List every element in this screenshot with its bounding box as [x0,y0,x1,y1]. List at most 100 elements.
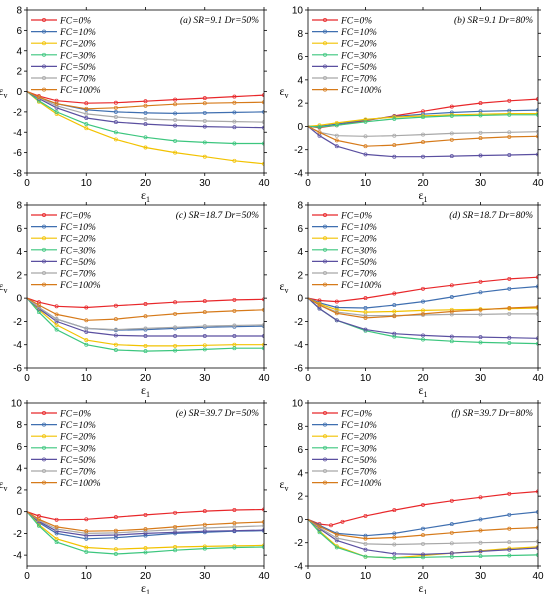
data-point [449,551,454,556]
x-axis-title: ε1 [418,581,427,594]
data-point [143,527,148,532]
data-point [143,349,148,354]
data-point [536,525,538,530]
y-tick-label: 6 [297,224,303,235]
data-point [173,334,178,338]
data-point [84,338,89,343]
series-line-fc-20- [308,518,538,559]
data-point [36,305,41,310]
y-tick-label: 2 [16,485,22,496]
data-point [478,307,483,312]
data-point [173,527,178,532]
data-point [54,312,59,317]
legend-label: FC=20% [59,40,96,50]
x-tick-label: 30 [199,571,211,582]
data-point [421,502,425,507]
y-tick-label: 6 [297,445,303,456]
series-line-fc-20- [27,91,264,165]
legend-label: FC=0% [340,212,372,222]
data-point [507,306,512,310]
data-point [392,535,397,540]
data-point [334,299,339,304]
data-point [449,137,454,142]
y-tick-label: -4 [294,562,303,573]
data-point [173,524,178,529]
data-point [421,337,425,342]
x-tick-label: 0 [305,373,311,384]
data-point [113,109,118,114]
legend-label: FC=30% [59,51,96,61]
y-tick-label: 10 [11,399,23,410]
series-line-fc-20- [308,112,538,127]
legend-label: FC=20% [59,433,96,443]
data-point [536,97,538,102]
legend-label: FC=20% [340,235,377,245]
data-point [392,309,397,314]
data-point [536,111,538,116]
data-point [317,125,322,129]
panel-title: (d) SR=18.7 Dr=80% [449,210,533,221]
data-point [113,130,118,135]
x-tick-label: 40 [532,571,544,582]
data-point [232,110,237,115]
data-point [113,115,118,119]
x-axis-title: ε1 [418,188,427,204]
data-point [363,513,368,518]
data-point [363,315,368,320]
y-tick-label: 6 [16,26,22,37]
legend-marker [323,259,327,264]
y-tick-label: -2 [13,107,22,118]
x-axis-title: ε1 [141,581,150,594]
series-line-fc-100- [27,297,264,321]
data-point [363,547,368,552]
data-point [421,154,425,159]
series-line-fc-50- [27,297,264,337]
legend-label: FC=100% [340,479,382,489]
legend-label: FC=100% [59,86,101,96]
y-tick-label: 6 [297,52,303,63]
data-point [84,545,89,550]
data-point [334,305,339,310]
legend-marker [323,224,327,229]
data-point [36,517,41,522]
data-point [478,540,483,545]
legend-marker [42,457,46,462]
data-point [507,130,512,135]
x-tick-label: 40 [258,571,270,582]
data-point [392,314,397,319]
data-point [363,144,368,149]
panel-title: (f) SR=39.7 Dr=80% [451,408,533,419]
x-tick-label: 10 [360,373,372,384]
data-point [232,508,237,512]
x-tick-label: 10 [81,571,93,582]
legend-marker [42,224,46,229]
x-axis-title: ε1 [418,383,427,399]
x-tick-label: 20 [140,178,152,189]
y-tick-label: -6 [13,364,22,375]
data-point [173,325,178,330]
data-point [143,550,148,555]
y-axis-title: εv [0,477,8,493]
data-point [478,290,483,295]
x-tick-label: 40 [258,373,270,384]
data-point [536,304,538,309]
data-point [143,122,148,127]
y-tick-label: 0 [297,122,303,133]
series-line-fc-50- [308,518,538,556]
legend-label: FC=70% [59,75,96,85]
y-tick-label: 4 [297,247,303,258]
x-tick-label: 0 [24,373,30,384]
series-line-fc-0- [27,508,264,521]
data-point [84,326,89,331]
series-line-fc-100- [27,90,264,110]
legend-label: FC=50% [340,63,377,73]
data-point [363,119,368,124]
legend-marker [42,64,46,69]
legend-label: FC=100% [59,479,101,489]
data-point [232,158,237,163]
legend: FC=0%FC=10% FC=20%FC=30% FC=50% FC=70%FC=10… [312,212,382,291]
legend-marker [323,422,327,427]
data-point [478,528,483,533]
data-point [421,299,425,304]
legend-marker [323,457,327,462]
